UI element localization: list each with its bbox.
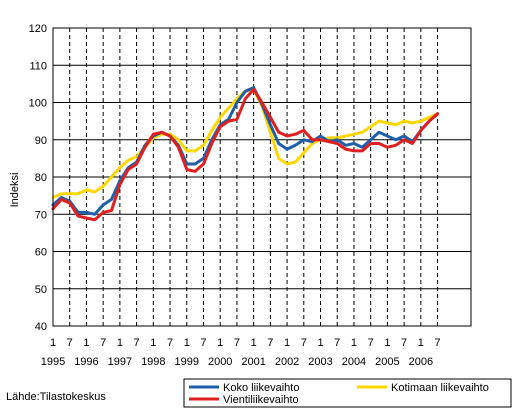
legend-label-3: Vientiliikevaihto <box>223 394 299 406</box>
x-tick-month-label: 1 <box>83 337 89 349</box>
legend-box <box>183 378 512 408</box>
y-axis-label: Indeksi <box>9 173 21 208</box>
x-tick-month-label: 7 <box>100 337 106 349</box>
x-tick-month-label: 1 <box>117 337 123 349</box>
x-tick-month-label: 7 <box>368 337 374 349</box>
x-tick-month-label: 7 <box>401 337 407 349</box>
x-tick-month-label: 7 <box>234 337 240 349</box>
legend-label-1: Koko liikevaihto <box>223 382 299 394</box>
x-tick-year-label: 2004 <box>342 356 366 368</box>
series-line-3 <box>51 88 440 222</box>
series-lines <box>51 86 440 222</box>
x-tick-month-label: 7 <box>167 337 173 349</box>
x-tick-month-label: 1 <box>184 337 190 349</box>
x-tick-year-label: 2005 <box>375 356 399 368</box>
grid <box>53 27 471 327</box>
x-tick-year-label: 2001 <box>241 356 265 368</box>
y-tick-label: 50 <box>35 284 47 296</box>
x-tick-month-label: 1 <box>50 337 56 349</box>
x-tick-month-label: 1 <box>217 337 223 349</box>
y-tick-label: 60 <box>35 247 47 259</box>
x-tick-year-label: 1997 <box>108 356 132 368</box>
x-tick-year-label: 2002 <box>275 356 299 368</box>
x-tick-month-label: 7 <box>67 337 73 349</box>
legend: Koko liikevaihto Kotimaan liikevaihto Vien… <box>183 378 512 408</box>
series-line-1 <box>51 86 440 216</box>
x-tick-month-label: 1 <box>150 337 156 349</box>
y-tick-label: 120 <box>29 23 47 35</box>
x-tick-year-label: 1999 <box>175 356 199 368</box>
y-tick-label: 70 <box>35 209 47 221</box>
x-tick-month-label: 7 <box>301 337 307 349</box>
x-tick-year-label: 2000 <box>208 356 232 368</box>
x-tick-month-label: 1 <box>351 337 357 349</box>
x-tick-month-label: 7 <box>200 337 206 349</box>
x-tick-year-label: 2006 <box>409 356 433 368</box>
y-tick-label: 90 <box>35 135 47 147</box>
x-tick-year-label: 1995 <box>41 356 65 368</box>
x-tick-month-label: 7 <box>267 337 273 349</box>
y-tick-label: 80 <box>35 172 47 184</box>
x-tick-month-label: 7 <box>134 337 140 349</box>
source-note: Lähde:Tilastokeskus <box>6 391 106 403</box>
y-tick-label: 100 <box>29 98 47 110</box>
x-tick-month-label: 7 <box>334 337 340 349</box>
x-tick-month-label: 1 <box>384 337 390 349</box>
x-tick-year-label: 1998 <box>141 356 165 368</box>
x-tick-month-label: 1 <box>418 337 424 349</box>
plot-frame <box>52 27 472 327</box>
x-tick-month-label: 1 <box>251 337 257 349</box>
x-tick-year-label: 1996 <box>74 356 98 368</box>
x-tick-month-label: 1 <box>317 337 323 349</box>
x-tick-month-label: 7 <box>434 337 440 349</box>
y-tick-label: 110 <box>29 60 47 72</box>
x-tick-year-label: 2003 <box>308 356 332 368</box>
y-tick-label: 40 <box>35 321 47 333</box>
x-tick-month-label: 1 <box>284 337 290 349</box>
legend-label-2: Kotimaan liikevaihto <box>391 382 489 394</box>
